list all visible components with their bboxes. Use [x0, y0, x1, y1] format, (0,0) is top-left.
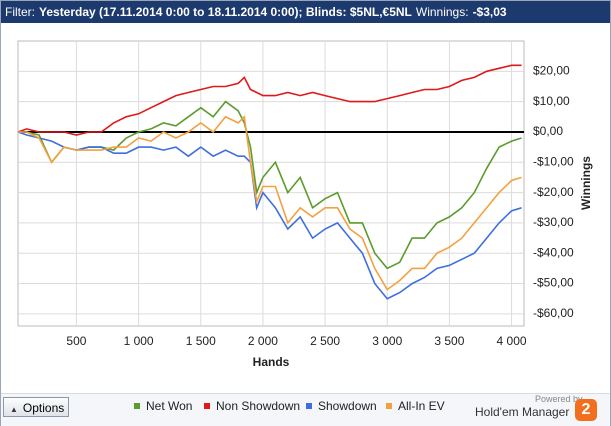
legend-swatch	[306, 403, 312, 409]
brand: Hold'em Manager	[475, 405, 570, 419]
series-line	[18, 115, 522, 291]
x-tick-label: 3 500	[434, 334, 464, 348]
x-tick-label: 3 000	[372, 334, 402, 348]
y-tick-label: -$60,00	[533, 306, 574, 320]
footer: ▲ Options Net Won Non Showdown Showdown All-…	[1, 393, 610, 426]
filter-label: Filter:	[5, 5, 35, 19]
chart: Hands Winnings 500 1 000 1 500 2 000 2 500 3 …	[17, 40, 593, 369]
series-line	[17, 131, 522, 300]
y-tick-label: $10,00	[533, 94, 570, 108]
legend: Net Won Non Showdown Showdown All-In EV	[134, 399, 445, 413]
filter-bar: Filter: Yesterday (17.11.2014 0:00 to 18.…	[1, 1, 610, 23]
legend-swatch	[386, 403, 392, 409]
y-tick-label: -$20,00	[533, 185, 574, 199]
y-axis-label: Winnings	[579, 156, 593, 210]
legend-label: Showdown	[318, 399, 377, 413]
winnings-label: Winnings:	[415, 5, 469, 19]
x-tick-label: 2 500	[310, 334, 340, 348]
legend-label: Net Won	[146, 399, 192, 413]
legend-label: All-In EV	[398, 399, 445, 413]
x-tick-label: 2 000	[248, 334, 278, 348]
winnings-value: -$3,03	[472, 5, 507, 19]
x-tick-label: 500	[66, 334, 86, 348]
x-tick-label: 1 500	[186, 334, 216, 348]
legend-swatch	[134, 403, 140, 409]
options-label: Options	[22, 401, 65, 415]
x-tick-label: 4 000	[497, 334, 527, 348]
y-tick-label: $20,00	[533, 63, 570, 77]
options-button[interactable]: ▲ Options	[3, 397, 69, 417]
y-tick-label: -$30,00	[533, 215, 574, 229]
powered-by: Powered by	[535, 394, 583, 404]
x-tick-label: 1 000	[124, 334, 154, 348]
series-line	[17, 64, 522, 136]
legend-swatch	[204, 403, 210, 409]
y-tick-label: $0,00	[533, 124, 563, 138]
y-tick-label: -$50,00	[533, 276, 574, 290]
logo: 2	[575, 399, 597, 421]
y-tick-label: -$10,00	[533, 154, 574, 168]
filter-value: Yesterday (17.11.2014 0:00 to 18.11.2014…	[39, 5, 412, 19]
legend-label: Non Showdown	[216, 399, 300, 413]
y-tick-label: -$40,00	[533, 245, 574, 259]
x-axis-label: Hands	[253, 355, 290, 369]
